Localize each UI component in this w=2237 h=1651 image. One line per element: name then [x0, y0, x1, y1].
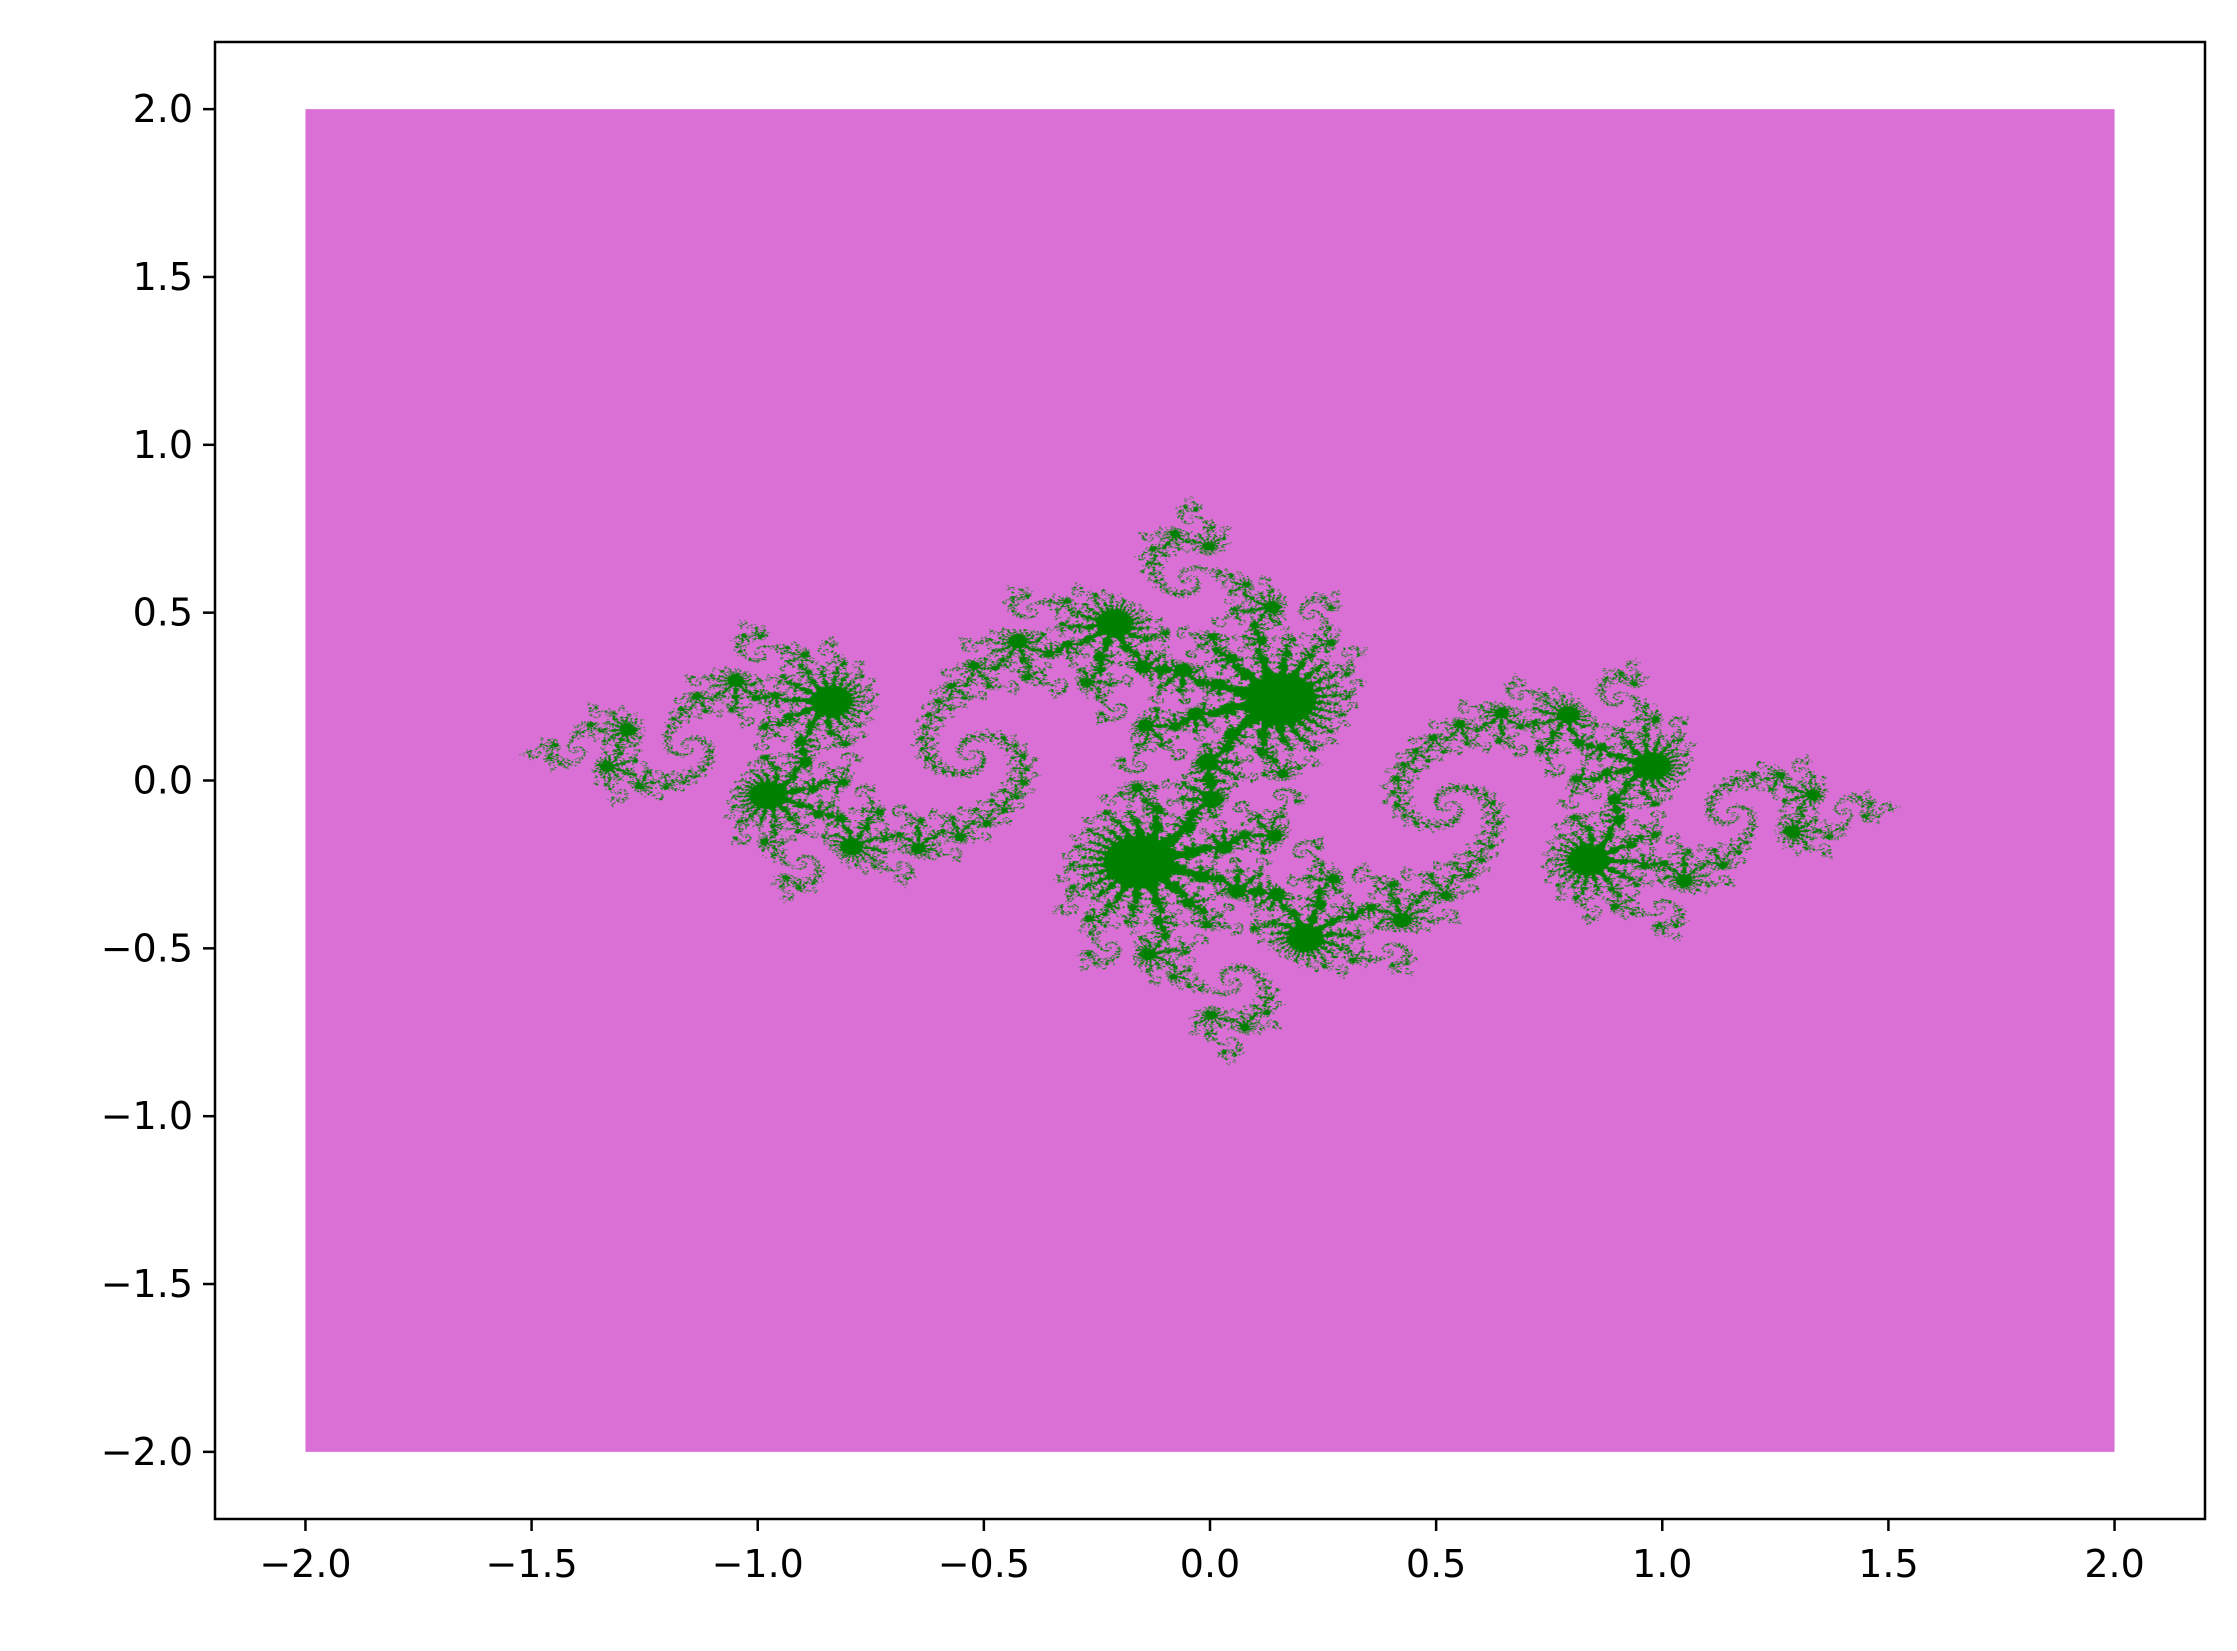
x-tick-label: −2.0 — [259, 1542, 351, 1586]
x-tick-label: 0.5 — [1406, 1542, 1466, 1586]
y-tick-label: 1.5 — [133, 255, 193, 299]
y-tick-label: −0.5 — [101, 926, 193, 970]
x-tick-label: 0.0 — [1180, 1542, 1240, 1586]
x-tick-label: −1.0 — [712, 1542, 804, 1586]
plot-area — [305, 109, 2114, 1452]
y-tick-label: −1.5 — [101, 1262, 193, 1306]
x-tick-label: −1.5 — [485, 1542, 577, 1586]
julia-set-fractal — [305, 109, 2114, 1452]
y-tick-label: −2.0 — [101, 1430, 193, 1474]
y-tick-label: −1.0 — [101, 1094, 193, 1138]
x-tick-label: −0.5 — [938, 1542, 1030, 1586]
y-tick-label: 0.5 — [133, 591, 193, 635]
x-tick-label: 1.5 — [1858, 1542, 1918, 1586]
y-tick-label: 1.0 — [133, 423, 193, 467]
x-tick-label: 1.0 — [1632, 1542, 1692, 1586]
x-tick-label: 2.0 — [2084, 1542, 2144, 1586]
y-tick-label: 0.0 — [133, 759, 193, 803]
y-tick-label: 2.0 — [133, 87, 193, 131]
